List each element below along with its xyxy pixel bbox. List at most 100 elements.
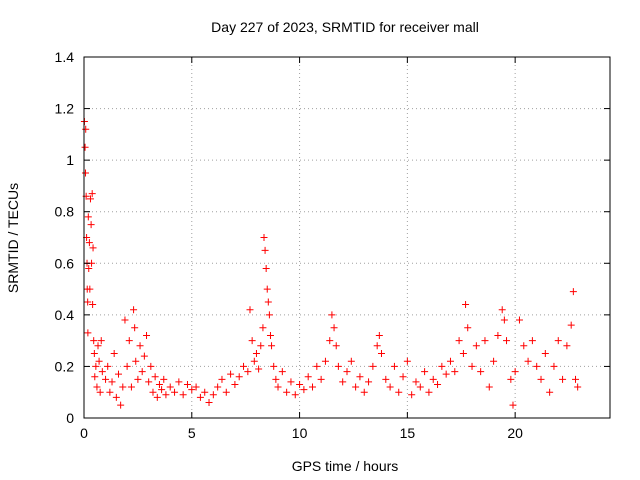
data-point [459, 350, 467, 358]
data-point [317, 375, 325, 383]
data-point [84, 213, 92, 221]
data-point [446, 357, 454, 365]
data-point [464, 324, 472, 332]
x-tick-label: 5 [188, 425, 196, 441]
data-point [94, 342, 102, 350]
x-tick-label: 0 [80, 425, 88, 441]
data-point [533, 362, 541, 370]
data-point [369, 362, 377, 370]
data-point [130, 306, 138, 314]
data-point [98, 368, 106, 376]
data-point [125, 337, 133, 345]
chart-title: Day 227 of 2023, SRMTID for receiver mal… [211, 19, 479, 35]
data-point [481, 337, 489, 345]
data-point [421, 368, 429, 376]
data-point [90, 350, 98, 358]
data-point [395, 388, 403, 396]
data-point [81, 143, 89, 151]
data-point [550, 362, 558, 370]
data-point [264, 298, 272, 306]
data-point [330, 324, 338, 332]
data-point [373, 342, 381, 350]
data-point [260, 234, 268, 241]
data-point [192, 383, 200, 391]
data-point [403, 357, 411, 365]
data-point [205, 399, 213, 407]
data-point [104, 362, 112, 370]
data-point [134, 375, 142, 383]
data-point [477, 368, 485, 376]
data-point [86, 285, 94, 293]
data-point [472, 342, 480, 350]
data-points [80, 117, 582, 409]
y-tick-label: 1.4 [55, 49, 75, 65]
data-point [123, 362, 131, 370]
data-point [559, 375, 567, 383]
data-point [326, 337, 334, 345]
data-point [262, 264, 270, 272]
data-point [248, 337, 256, 345]
data-point [416, 383, 424, 391]
data-point [102, 375, 110, 383]
data-point [92, 362, 100, 370]
data-point [131, 324, 139, 332]
data-point [386, 383, 394, 391]
data-point [434, 380, 442, 388]
data-point [166, 383, 174, 391]
data-point [462, 301, 470, 309]
data-point [218, 375, 226, 383]
data-point [313, 362, 321, 370]
y-tick-label: 0.6 [55, 255, 75, 271]
data-point [412, 378, 420, 386]
data-point [149, 388, 157, 396]
data-point [296, 380, 304, 388]
data-point [541, 350, 549, 358]
data-point [263, 285, 271, 293]
data-point [84, 298, 92, 306]
data-point [119, 383, 127, 391]
data-point [278, 368, 286, 376]
data-point [91, 373, 99, 381]
data-point [300, 386, 308, 394]
data-point [429, 375, 437, 383]
data-point [511, 368, 519, 376]
data-point [246, 306, 254, 314]
data-point [569, 288, 577, 296]
data-point [572, 375, 580, 383]
data-point [89, 244, 97, 252]
data-point [145, 378, 153, 386]
x-tick-label: 15 [400, 425, 416, 441]
data-point [153, 393, 161, 401]
data-point [162, 391, 170, 399]
data-point [377, 350, 385, 358]
data-point [158, 386, 166, 394]
data-point [257, 342, 265, 350]
data-point [235, 373, 243, 381]
data-point [266, 331, 274, 339]
data-point [87, 221, 95, 229]
data-point [86, 195, 94, 203]
data-point [287, 378, 295, 386]
data-point [283, 388, 291, 396]
data-point [509, 401, 517, 409]
data-point [259, 324, 267, 332]
y-tick-label: 0.4 [55, 307, 75, 323]
data-point [110, 350, 118, 358]
data-point [490, 357, 498, 365]
data-point [147, 362, 155, 370]
data-point [82, 169, 90, 177]
data-point [365, 378, 373, 386]
data-point [352, 383, 360, 391]
data-point [528, 337, 536, 345]
data-point [347, 357, 355, 365]
y-tick-label: 0.2 [55, 358, 75, 374]
y-axis-label: SRMTID / TECUs [5, 183, 21, 293]
data-point [515, 316, 523, 324]
data-point [563, 342, 571, 350]
x-tick-label: 20 [507, 425, 523, 441]
data-point [268, 342, 276, 350]
data-point [255, 365, 263, 373]
data-point [442, 370, 450, 378]
data-point [93, 383, 101, 391]
data-point [524, 357, 532, 365]
